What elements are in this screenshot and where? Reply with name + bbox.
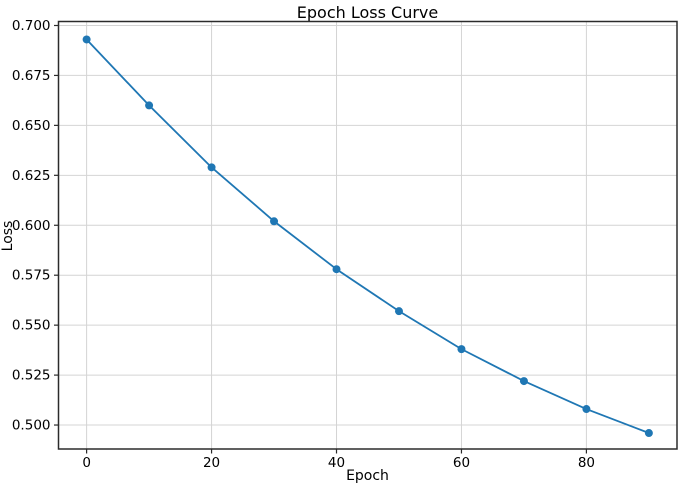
- y-tick-label: 0.625: [12, 168, 51, 184]
- data-point: [582, 405, 591, 414]
- y-tick-label: 0.600: [12, 218, 51, 234]
- data-point: [394, 307, 403, 316]
- data-point: [457, 345, 466, 354]
- data-point: [519, 377, 528, 386]
- y-tick-label: 0.700: [12, 18, 51, 34]
- x-tick-label: 60: [453, 455, 470, 471]
- x-tick-label: 20: [203, 455, 220, 471]
- x-axis-label: Epoch: [346, 468, 389, 484]
- x-tick-label: 80: [578, 455, 595, 471]
- data-point: [644, 429, 653, 438]
- data-point: [332, 265, 341, 274]
- y-tick-label: 0.675: [12, 68, 51, 84]
- data-point: [270, 217, 279, 226]
- loss-line: [85, 38, 650, 434]
- y-tick-label: 0.575: [12, 268, 51, 284]
- data-point: [207, 163, 216, 172]
- x-tick-label: 40: [328, 455, 345, 471]
- data-point: [82, 35, 91, 44]
- y-tick-label: 0.525: [12, 368, 51, 384]
- x-tick-label: 0: [82, 455, 91, 471]
- y-tick-label: 0.550: [12, 318, 51, 334]
- plot-border: [57, 20, 678, 450]
- y-tick-label: 0.650: [12, 118, 51, 134]
- y-tick-label: 0.500: [12, 418, 51, 434]
- y-axis-label: Loss: [0, 220, 16, 252]
- data-point: [145, 101, 154, 110]
- chart-title: Epoch Loss Curve: [296, 3, 439, 22]
